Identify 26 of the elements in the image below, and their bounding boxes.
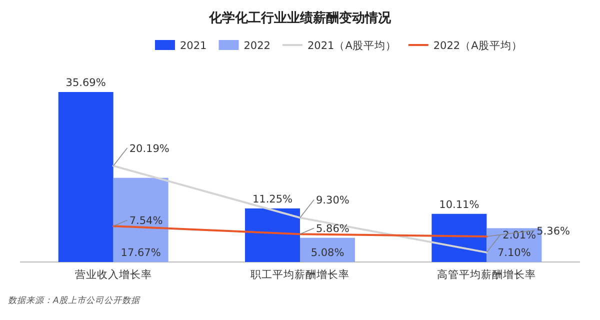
legend-label: 2021（A股平均） <box>307 40 396 52</box>
bar <box>432 214 487 262</box>
chart-title: 化学化工行业业绩薪酬变动情况 <box>208 10 392 26</box>
legend-label: 2022 <box>244 40 270 52</box>
data-label: 10.11% <box>439 198 480 211</box>
data-label: 9.30% <box>316 194 350 207</box>
legend-label: 2021 <box>180 40 207 52</box>
data-label: 7.10% <box>497 247 531 259</box>
data-label: 5.08% <box>310 247 344 259</box>
bar <box>113 178 168 262</box>
x-tick-label: 职工平均薪酬增长率 <box>250 268 350 281</box>
data-label: 17.67% <box>120 247 161 259</box>
bar <box>58 92 114 262</box>
data-label: 5.36% <box>536 225 570 238</box>
data-label: 2.01% <box>502 229 536 242</box>
data-label: 11.25% <box>252 193 293 206</box>
bar <box>300 238 355 262</box>
data-label: 35.69% <box>66 77 106 89</box>
data-label: 7.54% <box>129 215 163 228</box>
data-label: 5.86% <box>316 223 350 236</box>
data-label: 20.19% <box>129 142 170 155</box>
x-tick-label: 营业收入增长率 <box>74 268 152 281</box>
x-tick-label: 高管平均薪酬增长率 <box>437 268 536 281</box>
bar <box>245 208 300 262</box>
legend-label: 2022（A股平均） <box>433 40 522 52</box>
source-note: 数据来源：A股上市公司公开数据 <box>8 295 141 306</box>
